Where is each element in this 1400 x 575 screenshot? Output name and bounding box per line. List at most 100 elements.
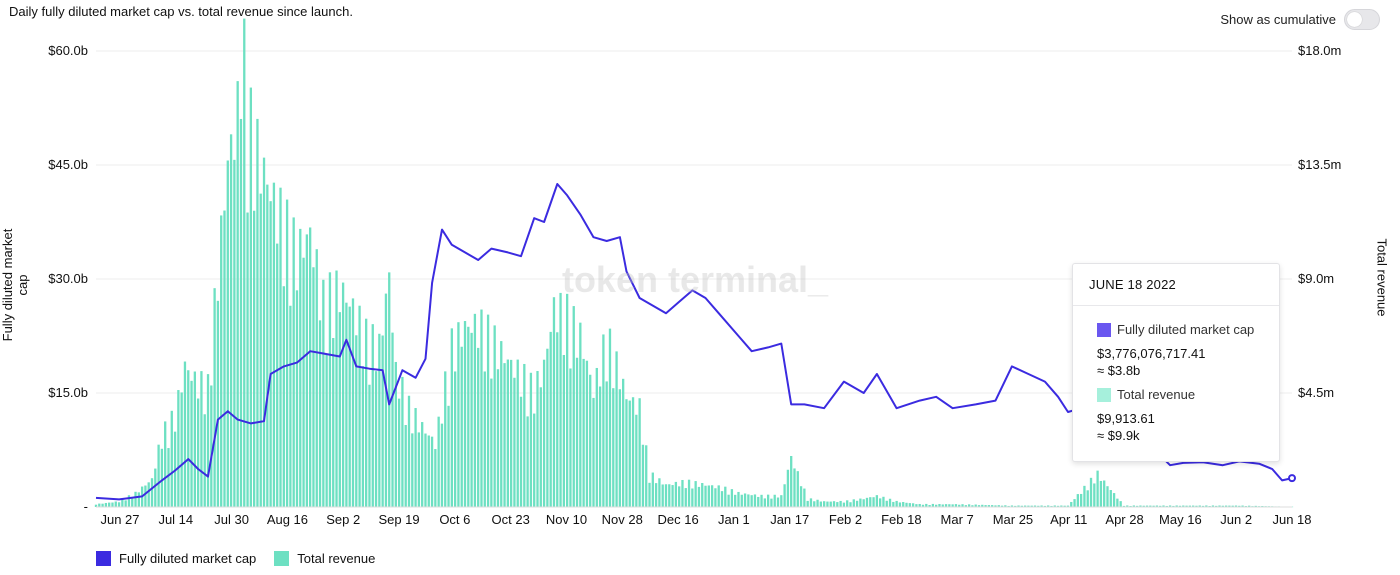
revenue-bar (1103, 480, 1106, 507)
revenue-bar (1050, 505, 1053, 507)
revenue-bar (562, 355, 566, 507)
revenue-bar (1152, 505, 1155, 507)
revenue-bar (519, 396, 523, 507)
tooltip-series2-row: Total revenue (1097, 387, 1279, 402)
revenue-bar (542, 359, 546, 507)
revenue-bar (730, 489, 734, 507)
revenue-bar (421, 422, 424, 507)
revenue-bar (243, 18, 246, 507)
revenue-bar (559, 292, 562, 507)
tooltip-series2-approx: ≈ $9.9k (1097, 428, 1140, 443)
x-tick-label: Mar 25 (993, 512, 1033, 527)
x-tick-label: Nov 28 (602, 512, 643, 527)
revenue-bar (724, 486, 727, 507)
revenue-bar (269, 201, 272, 507)
revenue-bar (1043, 505, 1047, 507)
revenue-bar (335, 270, 338, 507)
revenue-bar (625, 399, 628, 507)
revenue-bar (341, 282, 345, 507)
revenue-bar (394, 361, 397, 507)
x-tick-label: Feb 18 (881, 512, 921, 527)
revenue-bar (144, 485, 147, 507)
revenue-bar (384, 293, 388, 507)
revenue-bar (602, 334, 605, 507)
revenue-bar (249, 87, 253, 507)
revenue-bar (1014, 505, 1017, 507)
revenue-bar (829, 501, 832, 507)
revenue-bar (565, 293, 569, 507)
revenue-bar (516, 359, 519, 507)
cumulative-toggle[interactable] (1344, 9, 1380, 30)
revenue-bar (888, 498, 892, 507)
revenue-bar (1126, 505, 1129, 507)
revenue-bar (832, 501, 836, 507)
revenue-bar (424, 433, 427, 507)
revenue-bar (378, 333, 381, 507)
revenue-bar (997, 505, 1000, 507)
legend-label-revenue: Total revenue (297, 551, 376, 566)
revenue-bar (1000, 505, 1004, 507)
revenue-bar (272, 182, 276, 507)
revenue-bar (1149, 505, 1152, 507)
revenue-bar (826, 501, 829, 507)
revenue-bar (1218, 505, 1221, 507)
revenue-bar (483, 371, 486, 507)
revenue-bar (994, 505, 997, 507)
revenue-bar (635, 414, 638, 507)
revenue-bar (747, 494, 750, 507)
watermark: token terminal_ (562, 259, 829, 300)
revenue-bar (1188, 505, 1192, 507)
cumulative-toggle-group[interactable]: Show as cumulative (1220, 9, 1380, 30)
revenue-bar (575, 357, 579, 507)
revenue-bar (951, 504, 954, 507)
chart-canvas: - $15.0b $30.0b $45.0b $60.0b $4.5m $9.0m $13.5… (48, 18, 1341, 527)
revenue-bar (1145, 505, 1149, 507)
revenue-bar (892, 501, 895, 507)
revenue-bar (533, 413, 536, 507)
revenue-bar (536, 371, 539, 507)
revenue-bar (457, 322, 460, 507)
right-tick-label: $18.0m (1298, 43, 1341, 58)
x-tick-label: Apr 28 (1105, 512, 1143, 527)
revenue-bar (447, 405, 450, 507)
revenue-bar (453, 371, 457, 507)
revenue-bar (1201, 505, 1205, 507)
revenue-bar (740, 494, 743, 507)
revenue-bar (902, 501, 905, 507)
x-tick-label: Jan 17 (770, 512, 809, 527)
left-tick-label: $45.0b (48, 157, 88, 172)
revenue-bar (1047, 505, 1050, 507)
revenue-bar (121, 499, 124, 507)
revenue-bar (981, 504, 984, 507)
tooltip-date: JUNE 18 2022 (1073, 264, 1279, 306)
revenue-bar (549, 331, 552, 507)
revenue-bar (938, 504, 941, 507)
revenue-bar (1017, 505, 1020, 507)
revenue-bar (648, 482, 651, 507)
revenue-bar (309, 227, 312, 507)
revenue-bar (338, 312, 341, 507)
revenue-bar (714, 488, 717, 507)
legend-item-revenue[interactable]: Total revenue (274, 551, 375, 566)
revenue-bar (911, 503, 915, 507)
revenue-bar (312, 267, 315, 507)
revenue-bar (1066, 505, 1070, 507)
revenue-bar (164, 421, 167, 507)
revenue-bar (928, 505, 931, 507)
legend-item-market-cap[interactable]: Fully diluted market cap (96, 551, 256, 566)
revenue-bar (506, 359, 509, 507)
revenue-bar (523, 363, 526, 507)
revenue-bar (1007, 505, 1010, 507)
revenue-bar (589, 374, 592, 507)
revenue-bar (1234, 505, 1238, 507)
revenue-bar (1096, 470, 1099, 507)
revenue-bar (167, 448, 170, 507)
right-tick-label: $13.5m (1298, 157, 1341, 172)
revenue-bar (348, 306, 351, 507)
revenue-bar (391, 332, 394, 507)
revenue-bar (1086, 490, 1089, 507)
revenue-bar (585, 360, 589, 507)
revenue-bar (315, 249, 318, 507)
revenue-bar (358, 305, 361, 507)
revenue-bar (190, 380, 193, 507)
